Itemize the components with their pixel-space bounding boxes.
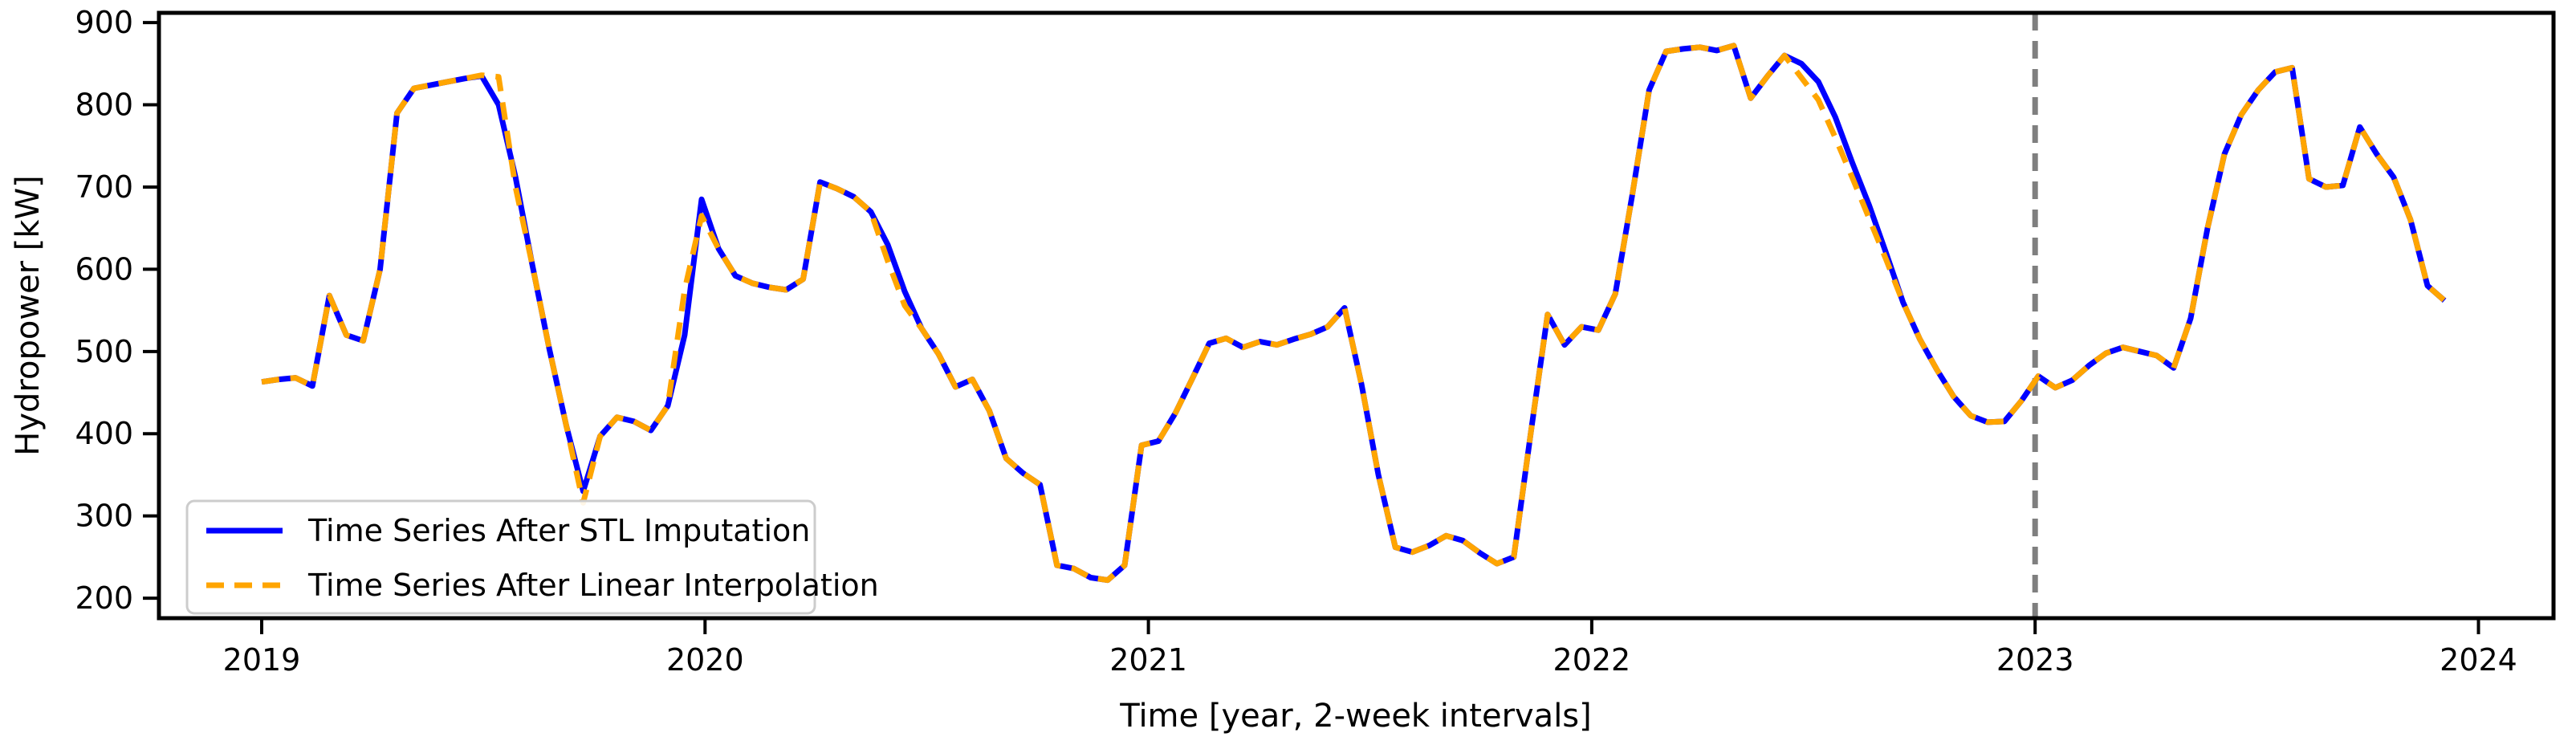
x-tick-label: 2020 (666, 642, 744, 678)
x-tick-label: 2021 (1109, 642, 1187, 678)
legend-label-stl: Time Series After STL Imputation (307, 513, 810, 548)
y-tick-label: 700 (75, 169, 133, 205)
series-lines (261, 43, 2447, 584)
linear-interpolation-line (261, 43, 2447, 584)
y-tick-label: 600 (75, 251, 133, 287)
x-tick-label: 2023 (1996, 642, 2074, 678)
x-tick-label: 2022 (1553, 642, 1631, 678)
y-tick-label: 300 (75, 499, 133, 534)
legend-box (185, 499, 816, 615)
y-axis-ticks: 200 300 400 500 600 700 800 900 (75, 5, 159, 616)
x-tick-label: 2019 (223, 642, 301, 678)
y-tick-label: 200 (75, 580, 133, 616)
y-axis-label: Hydropower [kW] (10, 175, 47, 455)
y-tick-label: 900 (75, 5, 133, 40)
legend-label-linear: Time Series After Linear Interpolation (307, 568, 879, 603)
legend: Time Series After STL Imputation Time Se… (185, 499, 879, 615)
x-axis-ticks: 2019 2020 2021 2022 2023 2024 (223, 618, 2517, 678)
x-tick-label: 2024 (2440, 642, 2517, 678)
x-axis-label: Time [year, 2-week intervals] (1119, 698, 1592, 735)
y-tick-label: 800 (75, 88, 133, 123)
y-tick-label: 400 (75, 416, 133, 451)
plot-spines (157, 10, 2556, 621)
y-tick-label: 500 (75, 334, 133, 369)
